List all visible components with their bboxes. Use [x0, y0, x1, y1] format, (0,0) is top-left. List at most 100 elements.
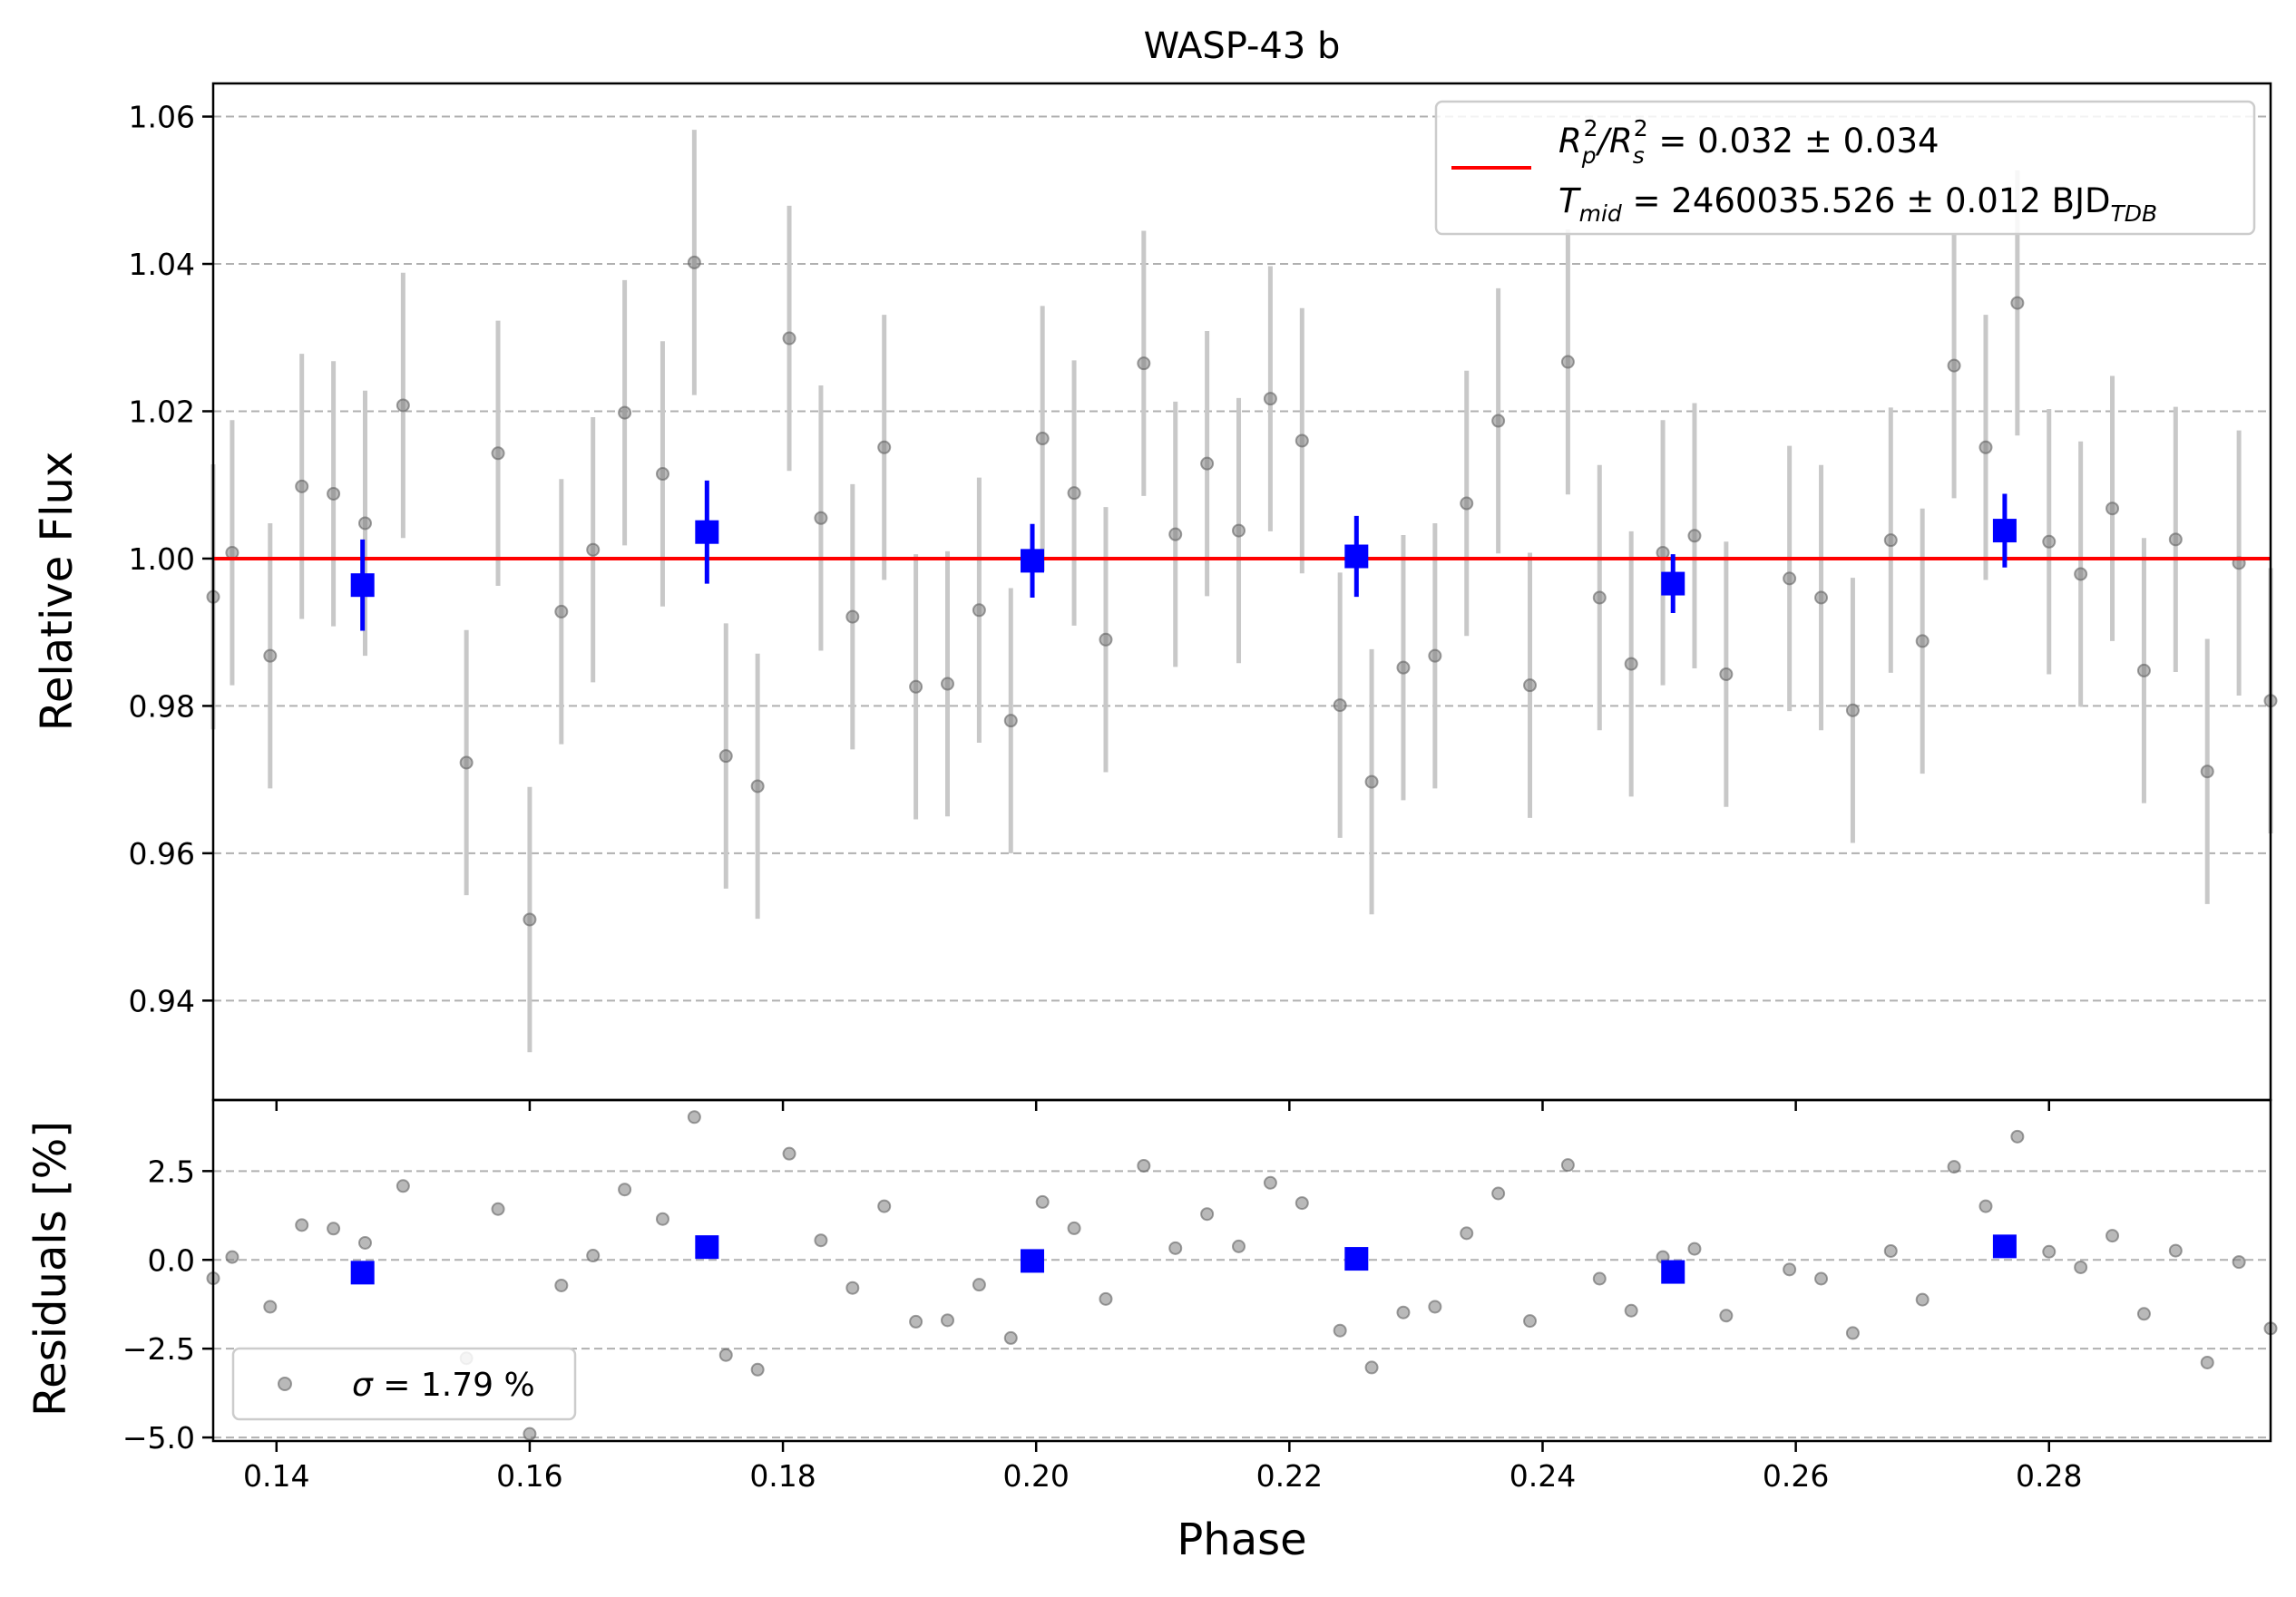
residual-point [586, 1249, 601, 1263]
flux-point [1428, 648, 1442, 663]
residual-point [1168, 1241, 1183, 1255]
flux-point [1099, 632, 1113, 647]
residual-y-tick-label: 0.0 [148, 1242, 195, 1278]
residual-point [1137, 1158, 1151, 1173]
flux-point [1168, 527, 1183, 541]
x-tick-label: 0.14 [243, 1458, 309, 1494]
residual-binned-point [1992, 1234, 2017, 1259]
residual-point [1428, 1300, 1442, 1314]
residual-point [396, 1179, 410, 1193]
residual-point [225, 1250, 239, 1264]
residual-point [1067, 1221, 1081, 1235]
residual-point [2105, 1229, 2120, 1243]
residual-point [491, 1202, 505, 1216]
flux-point [2136, 663, 2151, 677]
residual-point [1814, 1271, 1829, 1286]
flux-legend-label-depth: Rp2/Rs2 = 0.032 ± 0.034 [1558, 115, 1939, 169]
flux-point [396, 398, 410, 413]
flux-point [1814, 590, 1829, 605]
residual-axes-frame [211, 1098, 2272, 1443]
flux-point [750, 779, 765, 794]
flux-point [2168, 532, 2183, 547]
flux-point [295, 479, 309, 493]
flux-point [941, 677, 955, 691]
flux-binned-point [1021, 549, 1045, 573]
residual-point [2136, 1307, 2151, 1321]
flux-point [877, 440, 892, 454]
flux-point [1035, 432, 1050, 446]
flux-point [357, 516, 372, 531]
residual-legend[interactable]: σ = 1.79 % [231, 1347, 577, 1421]
flux-point [1232, 523, 1246, 538]
x-tick-label: 0.16 [496, 1458, 562, 1494]
flux-binned-points [350, 480, 2017, 631]
residual-point [1560, 1158, 1575, 1173]
flux-point [1333, 698, 1347, 713]
residual-point [295, 1218, 309, 1232]
flux-binned-point [350, 573, 375, 598]
flux-point [1200, 456, 1215, 471]
flux-point [1719, 667, 1734, 681]
flux-y-tick-label: 1.04 [129, 247, 195, 282]
residual-binned-point [1021, 1249, 1045, 1273]
flux-point [1915, 634, 1930, 648]
residual-point [1978, 1199, 1993, 1213]
flux-point [1845, 703, 1860, 717]
residual-point [782, 1146, 796, 1161]
flux-point [1978, 440, 1993, 454]
flux-point [1003, 714, 1018, 728]
flux-point [2010, 296, 2025, 310]
flux-point [687, 255, 701, 269]
flux-y-tick-label: 0.98 [129, 688, 195, 724]
flux-point [972, 603, 986, 618]
residual-point [618, 1183, 632, 1197]
residual-point [357, 1235, 372, 1250]
flux-point [845, 609, 860, 624]
flux-point [459, 755, 474, 770]
residual-point [909, 1314, 923, 1329]
flux-y-ticks: 0.94 0.96 0.98 1.00 1.02 1.04 1.06 [129, 100, 213, 1018]
residual-binned-points [350, 1234, 2017, 1285]
flux-point [1783, 571, 1797, 586]
residual-point [327, 1222, 341, 1236]
flux-point [1263, 392, 1277, 406]
residual-point [1687, 1242, 1702, 1256]
residual-point [1364, 1360, 1379, 1375]
flux-x-ticks [275, 1100, 2051, 1111]
flux-point [814, 511, 828, 525]
flux-legend[interactable]: Rp2/Rs2 = 0.032 ± 0.034 Tmid = 2460035.5… [1434, 100, 2256, 236]
residual-point [1035, 1194, 1050, 1209]
x-tick-label: 0.22 [1256, 1458, 1323, 1494]
residual-point [1003, 1330, 1018, 1345]
residual-legend-frame [231, 1347, 577, 1421]
residual-point [1947, 1160, 1961, 1174]
x-tick-label: 0.26 [1763, 1458, 1829, 1494]
flux-point [1295, 433, 1309, 448]
flux-point [327, 486, 341, 501]
x-tick-label: 0.18 [749, 1458, 816, 1494]
flux-point [1137, 356, 1151, 371]
residual-y-tick-label: −5.0 [122, 1420, 195, 1456]
flux-point [586, 542, 601, 557]
flux-y-tick-label: 1.06 [129, 100, 195, 135]
flux-point [2074, 567, 2088, 581]
residual-point [1592, 1271, 1607, 1286]
residual-point [2010, 1129, 2025, 1144]
residual-point [2074, 1260, 2088, 1274]
flux-point [909, 679, 923, 694]
flux-binned-point [695, 520, 719, 544]
x-axis-label: Phase [1177, 1514, 1306, 1565]
residual-point [1719, 1309, 1734, 1323]
residual-binned-point [1344, 1247, 1369, 1271]
residual-point [1295, 1196, 1309, 1211]
flux-binned-point [1661, 571, 1685, 596]
residual-y-ticks: −5.0 −2.5 0.0 2.5 [122, 1154, 213, 1456]
residual-x-ticks: 0.14 0.16 0.18 0.20 0.22 0.24 0.26 0.28 [243, 1441, 2082, 1494]
flux-y-axis-label: Relative Flux [32, 452, 83, 732]
flux-point [1460, 496, 1474, 511]
residual-point [1263, 1175, 1277, 1190]
residual-point [1333, 1323, 1347, 1338]
x-tick-label: 0.24 [1509, 1458, 1576, 1494]
x-tick-label: 0.20 [1002, 1458, 1069, 1494]
